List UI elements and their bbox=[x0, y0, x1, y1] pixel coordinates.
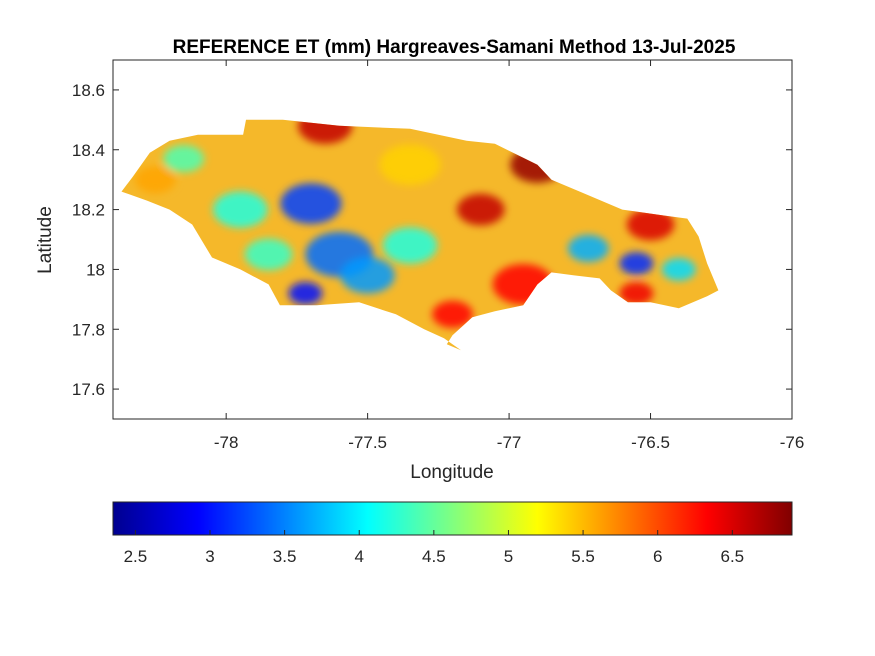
et-hotspot bbox=[619, 252, 654, 275]
colorbar-tick-label: 5 bbox=[504, 547, 513, 566]
y-tick-label: 18.6 bbox=[72, 81, 105, 100]
y-tick-label: 18 bbox=[86, 260, 105, 279]
x-tick-label: -76 bbox=[780, 433, 805, 452]
y-axis-label: Latitude bbox=[35, 206, 56, 274]
x-tick-label: -77.5 bbox=[348, 433, 387, 452]
colorbar-tick-label: 3.5 bbox=[273, 547, 297, 566]
et-hotspot bbox=[379, 144, 441, 186]
y-tick-label: 17.8 bbox=[72, 320, 105, 339]
y-tick-label: 18.2 bbox=[72, 201, 105, 220]
et-hotspot bbox=[340, 257, 395, 294]
x-axis-label: Longitude bbox=[410, 462, 493, 483]
y-axis: 17.6 17.8 18 18.2 18.4 18.6 bbox=[72, 81, 792, 399]
et-hotspot bbox=[280, 183, 342, 224]
et-hotspot bbox=[288, 282, 323, 305]
et-hotspots bbox=[135, 119, 696, 328]
et-hotspot bbox=[661, 258, 696, 281]
colorbar-ticks: 2.5 3 3.5 4 4.5 5 5.5 6 6.5 bbox=[124, 530, 744, 566]
map-axes-box bbox=[112, 59, 793, 420]
et-hotspot bbox=[567, 234, 609, 263]
colorbar-tick-label: 2.5 bbox=[124, 547, 148, 566]
colorbar-tick-label: 4.5 bbox=[422, 547, 446, 566]
colorbar-tick-label: 3 bbox=[205, 547, 214, 566]
colorbar-tick-label: 6.5 bbox=[720, 547, 744, 566]
et-hotspot bbox=[432, 300, 473, 328]
et-hotspot bbox=[457, 193, 505, 226]
x-tick-label: -77 bbox=[497, 433, 522, 452]
y-tick-label: 17.6 bbox=[72, 380, 105, 399]
colorbar-tick-label: 5.5 bbox=[571, 547, 595, 566]
et-hotspot bbox=[213, 191, 268, 228]
x-tick-label: -78 bbox=[214, 433, 239, 452]
y-tick-label: 18.4 bbox=[72, 141, 105, 160]
et-hotspot bbox=[626, 208, 675, 241]
et-hotspot bbox=[382, 227, 438, 264]
x-axis: -78 -77.5 -77 -76.5 -76 bbox=[214, 60, 804, 452]
map-title: REFERENCE ET (mm) Hargreaves-Samani Meth… bbox=[173, 37, 736, 58]
colorbar-tick-label: 6 bbox=[653, 547, 662, 566]
et-hotspot bbox=[135, 166, 176, 194]
colorbar-tick-label: 4 bbox=[354, 547, 363, 566]
et-hotspot bbox=[163, 145, 205, 173]
et-hotspot bbox=[298, 119, 353, 144]
et-hotspot bbox=[244, 238, 293, 271]
colorbar bbox=[112, 501, 793, 536]
x-tick-label: -76.5 bbox=[631, 433, 670, 452]
et-hotspot bbox=[619, 282, 654, 305]
